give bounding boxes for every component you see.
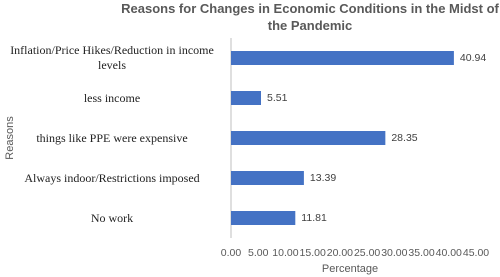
x-tick-label: 0.00 <box>221 247 242 259</box>
value-label: 40.94 <box>460 52 486 64</box>
bar <box>231 51 454 65</box>
x-tick-label: 15.00 <box>300 247 326 259</box>
y-tick-label: less income <box>83 90 141 105</box>
value-label: 28.35 <box>391 132 417 144</box>
x-tick-label: 20.00 <box>327 247 353 259</box>
x-tick-label: 5.00 <box>248 247 269 259</box>
chart-title: Reasons for Changes in Economic Conditio… <box>121 1 499 33</box>
value-label: 13.39 <box>310 172 336 184</box>
x-tick-label: 40.00 <box>436 247 462 259</box>
y-tick-label: things like PPE were expensive <box>36 130 188 145</box>
x-axis-label: Percentage <box>322 263 378 275</box>
bar <box>231 91 261 105</box>
y-axis-label: Reasons <box>4 116 16 160</box>
y-tick-label: Always indoor/Restrictions imposed <box>24 170 200 185</box>
bar <box>231 131 386 145</box>
y-tick-label: No work <box>90 210 134 225</box>
value-label: 11.81 <box>301 212 327 224</box>
x-tick-label: 30.00 <box>381 247 407 259</box>
bar <box>231 171 304 185</box>
x-tick-label: 25.00 <box>354 247 380 259</box>
y-tick-label: Inflation/Price Hikes/Reduction in incom… <box>10 43 214 72</box>
bar <box>231 211 296 225</box>
value-label: 5.51 <box>267 92 288 104</box>
x-tick-label: 45.00 <box>463 247 489 259</box>
x-tick-label: 10.00 <box>272 247 298 259</box>
x-tick-label: 35.00 <box>408 247 434 259</box>
